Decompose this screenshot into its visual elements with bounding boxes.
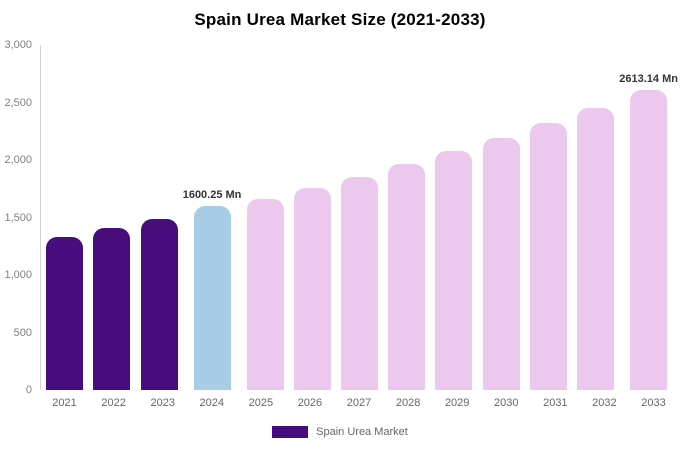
bar[interactable] [193, 205, 231, 390]
bar[interactable] [93, 227, 131, 390]
x-tick-label: 2023 [150, 397, 175, 409]
y-tick-label: 500 [13, 326, 32, 339]
x-tick-label: 2032 [592, 397, 617, 409]
x-tick-label: 2027 [346, 397, 372, 409]
x-tick-label: 2021 [52, 397, 77, 409]
bar[interactable] [435, 151, 473, 390]
bar-column [383, 45, 430, 390]
bar-column [525, 45, 572, 390]
bar[interactable] [577, 107, 615, 390]
bar[interactable] [482, 137, 520, 390]
bar-column [430, 45, 477, 390]
bar-column [241, 45, 288, 390]
y-tick-label: 0 [25, 384, 32, 396]
y-tick-label: 1,500 [4, 211, 32, 224]
y-tick-label: 2,000 [4, 154, 32, 166]
bar[interactable] [630, 89, 668, 390]
y-tick-label: 1,000 [4, 269, 32, 281]
bar-column [135, 45, 182, 390]
plot-area: 1600.25 Mn 2613.14 Mn [40, 45, 678, 390]
bar-value-label: 2613.14 Mn [619, 72, 678, 85]
y-tick-label: 2,500 [4, 96, 32, 109]
x-tick-label: 2033 [641, 397, 666, 409]
legend: Spain Urea Market [0, 426, 680, 438]
bar-column [289, 45, 336, 390]
y-tick-label: 3,000 [4, 39, 32, 51]
bar[interactable] [529, 123, 567, 390]
y-axis: 3,000 2,500 2,000 1,500 1,000 500 0 [0, 39, 36, 396]
bar[interactable] [340, 176, 378, 390]
bar[interactable] [246, 198, 284, 390]
x-tick-label: 2029 [444, 397, 470, 409]
bar[interactable] [388, 164, 426, 390]
x-tick-label: 2026 [297, 397, 323, 409]
x-tick-label: 2030 [494, 397, 519, 409]
legend-label: Spain Urea Market [316, 426, 408, 438]
bar-column: 1600.25 Mn [182, 45, 242, 390]
bar[interactable] [140, 218, 178, 390]
x-tick-label: 2031 [543, 397, 568, 409]
x-tick-label: 2028 [395, 397, 421, 409]
x-tick-label: 2024 [199, 397, 225, 409]
bar[interactable] [46, 237, 84, 390]
bar-column [336, 45, 383, 390]
bar-value-label: 1600.25 Mn [182, 188, 242, 201]
bar-column: 2613.14 Mn [619, 45, 678, 390]
x-tick-label: 2022 [101, 397, 126, 409]
bar-column [478, 45, 525, 390]
x-axis: 2021 2022 2023 2024 2025 2026 2027 2028 2029 2030… [40, 397, 678, 409]
bar-column [572, 45, 619, 390]
bar[interactable] [293, 187, 331, 390]
legend-swatch [272, 426, 309, 438]
chart-title: Spain Urea Market Size (2021-2033) [194, 10, 486, 29]
x-tick-label: 2025 [248, 397, 274, 409]
bar-column [88, 45, 135, 390]
bar-column [41, 45, 88, 390]
